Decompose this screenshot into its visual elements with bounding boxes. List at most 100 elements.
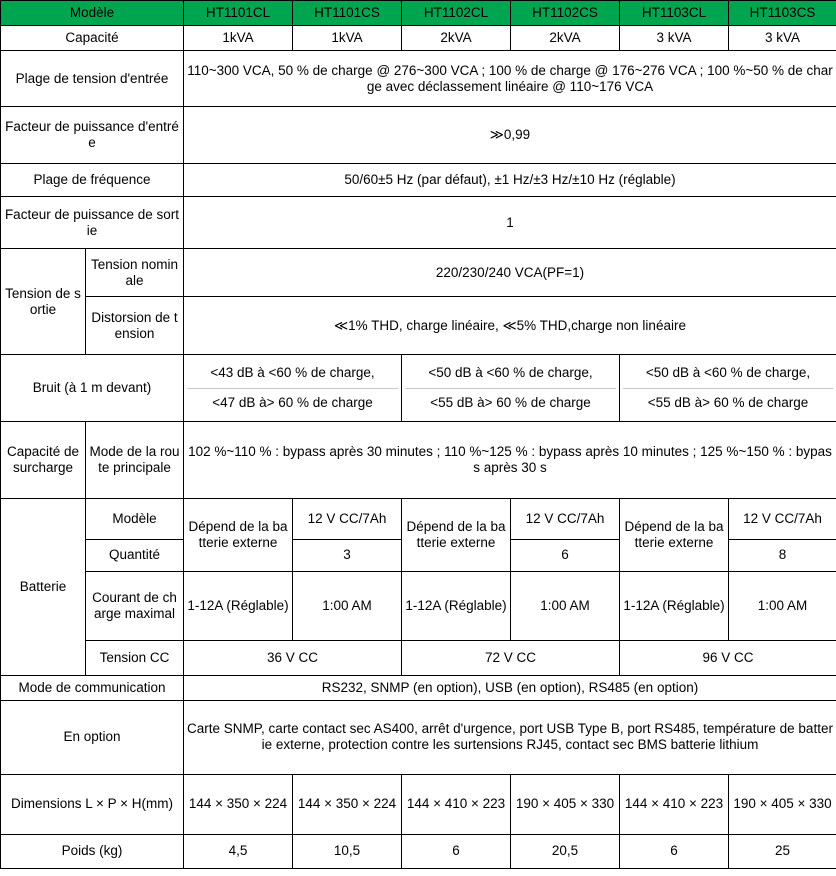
label-facteur-puissance-entree: Facteur de puissance d'entrée — [0, 106, 184, 165]
cell-batterie-externe-3: Dépend de la batterie externe — [619, 497, 729, 572]
row-dimensions: Dimensions L × P × H(mm) 144 × 350 × 224… — [0, 773, 836, 835]
cell-capacite-6: 3 kVA — [728, 25, 836, 52]
cell-dimensions-1: 144 × 350 × 224 — [183, 773, 293, 835]
label-tension-nominale: Tension nominale — [85, 248, 184, 298]
cell-facteur-puissance-sortie: 1 — [183, 196, 836, 250]
cell-dimensions-3: 144 × 410 × 223 — [401, 773, 511, 835]
cell-courant-charge-3: 1-12A (Réglable) — [401, 570, 511, 641]
row-facteur-puissance-entree: Facteur de puissance d'entrée ≫0,99 — [0, 106, 836, 165]
label-bruit: Bruit (à 1 m devant) — [0, 354, 184, 422]
row-capacite-surcharge: Capacité de surcharge Mode de la route p… — [0, 420, 836, 499]
cell-courant-charge-1: 1-12A (Réglable) — [183, 570, 293, 641]
row-bruit: Bruit (à 1 m devant) <43 dB à <60 % de c… — [0, 354, 836, 422]
label-plage-frequence: Plage de fréquence — [0, 163, 184, 198]
cell-batterie-externe-1: Dépend de la batterie externe — [183, 497, 293, 572]
cell-capacite-1: 1kVA — [183, 25, 293, 52]
cell-poids-6: 25 — [728, 833, 836, 869]
cell-batterie-modele-cs-2: 12 V CC/7Ah — [510, 497, 620, 540]
cell-capacite-4: 2kVA — [510, 25, 620, 52]
cell-capacite-3: 2kVA — [401, 25, 511, 52]
cell-dimensions-4: 190 × 405 × 330 — [510, 773, 620, 835]
cell-plage-tension-entree: 110~300 VCA, 50 % de charge @ 276~300 VC… — [183, 50, 836, 108]
cell-batterie-externe-2: Dépend de la batterie externe — [401, 497, 511, 572]
label-mode-route-principale: Mode de la route principale — [85, 420, 184, 499]
row-distorsion-tension: Distorsion de tension ≪1% THD, charge li… — [1, 296, 836, 356]
label-poids: Poids (kg) — [0, 833, 184, 869]
label-batterie: Batterie — [0, 497, 86, 676]
cell-dimensions-6: 190 × 405 × 330 — [728, 773, 836, 835]
row-mode-communication: Mode de communication RS232, SNMP (en op… — [0, 674, 836, 701]
row-facteur-puissance-sortie: Facteur de puissance de sortie 1 — [0, 196, 836, 250]
bruit-line-2: <47 dB à> 60 % de charge — [212, 394, 373, 410]
header-col-ht1102cs: HT1102CS — [510, 0, 620, 27]
cell-dimensions-5: 144 × 410 × 223 — [619, 773, 729, 835]
cell-mode-communication: RS232, SNMP (en option), USB (en option)… — [183, 674, 836, 701]
label-capacite-surcharge: Capacité de surcharge — [0, 420, 86, 499]
cell-courant-charge-4: 1:00 AM — [510, 570, 620, 641]
row-poids: Poids (kg) 4,5 10,5 6 20,5 6 25 — [0, 833, 836, 869]
row-plage-tension-entree: Plage de tension d'entrée 110~300 VCA, 5… — [0, 50, 836, 108]
cell-tension-cc-1: 36 V CC — [183, 639, 402, 676]
row-capacite: Capacité 1kVA 1kVA 2kVA 2kVA 3 kVA 3 kVA — [0, 25, 836, 52]
cell-capacite-2: 1kVA — [292, 25, 402, 52]
cell-en-option: Carte SNMP, carte contact sec AS400, arr… — [183, 699, 836, 775]
cell-plage-frequence: 50/60±5 Hz (par défaut), ±1 Hz/±3 Hz/±10… — [183, 163, 836, 198]
label-batterie-tension-cc: Tension CC — [85, 639, 184, 676]
cell-courant-charge-5: 1-12A (Réglable) — [619, 570, 729, 641]
bruit-line-2: <55 dB à> 60 % de charge — [647, 394, 809, 410]
row-en-option: En option Carte SNMP, carte contact sec … — [0, 699, 836, 775]
cell-batterie-quantite-cs-1: 3 — [292, 538, 402, 572]
cell-capacite-surcharge: 102 %~110 % : bypass après 30 minutes ; … — [183, 420, 836, 499]
row-tension-nominale: Tension de sortie Tension nominale 220/2… — [0, 248, 836, 356]
header-col-ht1102cl: HT1102CL — [401, 0, 511, 27]
cell-bruit-group-1: <43 dB à <60 % de charge, <47 dB à> 60 %… — [183, 354, 402, 422]
cell-tension-cc-3: 96 V CC — [619, 639, 836, 676]
label-batterie-modele: Modèle — [85, 497, 184, 540]
cell-courant-charge-2: 1:00 AM — [292, 570, 402, 641]
cell-dimensions-2: 144 × 350 × 224 — [292, 773, 402, 835]
header-col-ht1101cl: HT1101CL — [183, 0, 293, 27]
cell-capacite-5: 3 kVA — [619, 25, 729, 52]
bruit-line-2: <55 dB à> 60 % de charge — [430, 394, 591, 410]
cell-poids-1: 4,5 — [183, 833, 293, 869]
cell-courant-charge-6: 1:00 AM — [728, 570, 836, 641]
row-plage-frequence: Plage de fréquence 50/60±5 Hz (par défau… — [0, 163, 836, 198]
row-batterie-tension-cc: Tension CC 36 V CC 72 V CC 96 V CC — [1, 639, 836, 676]
row-batterie-courant-charge: Courant de charge maximal 1-12A (Réglabl… — [1, 570, 836, 641]
cell-facteur-puissance-entree: ≫0,99 — [183, 106, 836, 165]
label-facteur-puissance-sortie: Facteur de puissance de sortie — [0, 196, 184, 250]
label-dimensions: Dimensions L × P × H(mm) — [0, 773, 184, 835]
row-batterie-quantite: Quantité 3 6 8 — [1, 538, 836, 572]
header-col-ht1103cl: HT1103CL — [619, 0, 729, 27]
label-distorsion-tension: Distorsion de tension — [85, 296, 184, 356]
bruit-line-1: <43 dB à <60 % de charge, — [187, 359, 398, 389]
cell-tension-cc-2: 72 V CC — [401, 639, 620, 676]
label-mode-communication: Mode de communication — [0, 674, 184, 701]
table-header-row: Modèle HT1101CL HT1101CS HT1102CL HT1102… — [0, 0, 836, 27]
cell-poids-4: 20,5 — [510, 833, 620, 869]
header-col-ht1103cs: HT1103CS — [728, 0, 836, 27]
bruit-line-1: <50 dB à <60 % de charge, — [623, 359, 833, 389]
row-batterie-modele: Batterie Modèle Dépend de la batterie ex… — [0, 497, 836, 676]
cell-poids-3: 6 — [401, 833, 511, 869]
label-plage-tension-entree: Plage de tension d'entrée — [0, 50, 184, 108]
header-label-modele: Modèle — [0, 0, 184, 27]
header-col-ht1101cs: HT1101CS — [292, 0, 402, 27]
cell-batterie-modele-cs-1: 12 V CC/7Ah — [292, 497, 402, 540]
cell-poids-5: 6 — [619, 833, 729, 869]
cell-tension-nominale: 220/230/240 VCA(PF=1) — [183, 248, 836, 298]
label-en-option: En option — [0, 699, 184, 775]
cell-distorsion-tension: ≪1% THD, charge linéaire, ≪5% THD,charge… — [183, 296, 836, 356]
cell-batterie-modele-cs-3: 12 V CC/7Ah — [728, 497, 836, 540]
cell-bruit-group-2: <50 dB à <60 % de charge, <55 dB à> 60 %… — [401, 354, 620, 422]
cell-batterie-quantite-cs-2: 6 — [510, 538, 620, 572]
label-batterie-quantite: Quantité — [85, 538, 184, 572]
label-tension-sortie: Tension de sortie — [0, 248, 86, 356]
cell-batterie-quantite-cs-3: 8 — [728, 538, 836, 572]
bruit-line-1: <50 dB à <60 % de charge, — [405, 359, 616, 389]
cell-poids-2: 10,5 — [292, 833, 402, 869]
cell-bruit-group-3: <50 dB à <60 % de charge, <55 dB à> 60 %… — [619, 354, 836, 422]
label-batterie-courant-charge: Courant de charge maximal — [85, 570, 184, 641]
label-capacite: Capacité — [0, 25, 184, 52]
